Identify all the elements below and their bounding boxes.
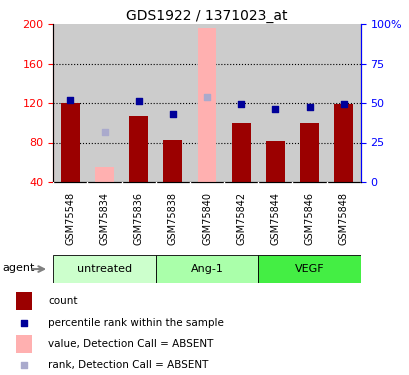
Point	[203, 94, 210, 100]
Point	[21, 320, 27, 326]
Bar	[129, 116, 148, 182]
Point	[306, 104, 312, 110]
Point	[135, 98, 142, 104]
Text: untreated: untreated	[77, 264, 132, 274]
Text: Ang-1: Ang-1	[190, 264, 223, 274]
Bar	[333, 104, 352, 182]
Bar	[299, 123, 318, 182]
Text: VEGF: VEGF	[294, 264, 324, 274]
Point	[169, 111, 176, 117]
Point	[67, 97, 74, 103]
Bar	[95, 167, 114, 182]
Point	[272, 106, 278, 112]
Bar	[292, 24, 326, 182]
Bar	[16, 292, 32, 310]
Bar	[155, 255, 258, 283]
Bar	[121, 24, 155, 182]
Text: agent: agent	[3, 262, 35, 273]
Bar	[258, 255, 360, 283]
Point	[101, 129, 108, 135]
Text: GSM75848: GSM75848	[338, 192, 348, 245]
Bar	[16, 335, 32, 353]
Text: GSM75840: GSM75840	[202, 192, 211, 245]
Text: GSM75844: GSM75844	[270, 192, 280, 245]
Bar	[231, 123, 250, 182]
Text: GSM75548: GSM75548	[65, 192, 75, 245]
Bar	[155, 24, 189, 182]
Point	[21, 362, 27, 368]
Text: percentile rank within the sample: percentile rank within the sample	[48, 318, 224, 327]
Bar	[258, 24, 292, 182]
Bar	[163, 140, 182, 182]
Text: GSM75836: GSM75836	[133, 192, 144, 245]
Text: value, Detection Call = ABSENT: value, Detection Call = ABSENT	[48, 339, 213, 349]
Bar	[61, 103, 80, 182]
Text: GSM75846: GSM75846	[304, 192, 314, 245]
Bar	[197, 28, 216, 182]
Text: rank, Detection Call = ABSENT: rank, Detection Call = ABSENT	[48, 360, 208, 370]
Point	[339, 101, 346, 107]
Bar	[53, 255, 155, 283]
Title: GDS1922 / 1371023_at: GDS1922 / 1371023_at	[126, 9, 287, 23]
Text: count: count	[48, 296, 78, 306]
Text: GSM75834: GSM75834	[99, 192, 109, 245]
Text: GSM75838: GSM75838	[167, 192, 178, 245]
Point	[237, 101, 244, 107]
Text: GSM75842: GSM75842	[236, 192, 246, 245]
Bar	[265, 141, 284, 182]
Bar	[189, 24, 224, 182]
Bar	[87, 24, 121, 182]
Bar	[53, 24, 87, 182]
Bar	[224, 24, 258, 182]
Bar	[326, 24, 360, 182]
